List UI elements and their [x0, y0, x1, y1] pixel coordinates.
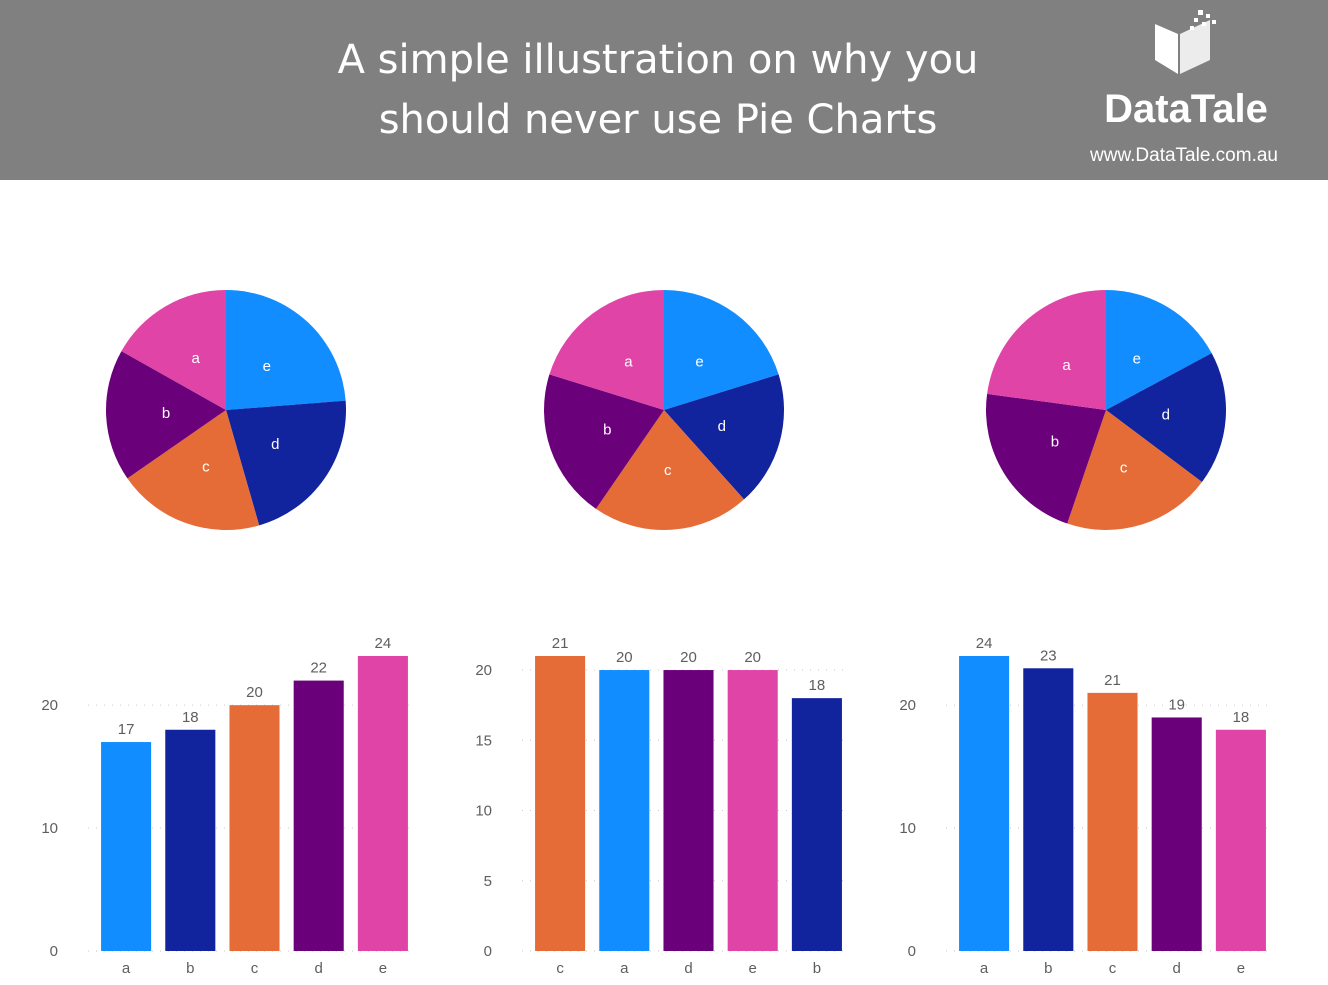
- bar-data-label: 24: [976, 635, 993, 652]
- pie-slice-label: d: [1162, 406, 1170, 423]
- pie-slice-label: e: [263, 358, 271, 375]
- x-tick-label: e: [1237, 960, 1245, 977]
- bar-data-label: 24: [375, 635, 392, 652]
- bar-b: [1023, 668, 1074, 951]
- y-tick-label: 20: [475, 662, 492, 679]
- y-tick-label: 0: [908, 943, 916, 960]
- x-tick-label: c: [556, 960, 564, 977]
- pie-slice-label: a: [1062, 357, 1071, 374]
- pie-slice-label: c: [202, 459, 210, 476]
- y-tick-label: 15: [475, 732, 492, 749]
- bar-data-label: 18: [182, 709, 199, 726]
- pie-slice-e: [664, 290, 779, 410]
- datatale-logo-icon: [1155, 10, 1216, 74]
- x-tick-label: d: [315, 960, 323, 977]
- x-tick-label: b: [186, 960, 194, 977]
- pie-slice-label: c: [1120, 459, 1128, 476]
- pie-chart-1: e d c b a: [105, 290, 346, 530]
- bar-data-label: 23: [1040, 647, 1057, 664]
- bar-c: [1087, 692, 1138, 951]
- y-tick-label: 10: [41, 820, 58, 837]
- pie-slice-b: [544, 374, 664, 509]
- bar-chart-1: 0 10 20 17 a 18 b 20 c 22 d 24 e: [41, 635, 415, 977]
- bar-data-label: 20: [616, 649, 633, 666]
- bar-b: [165, 729, 216, 951]
- pie-slice-label: b: [162, 405, 170, 422]
- page-title: A simple illustration on why you should …: [337, 37, 979, 143]
- bar-data-label: 20: [680, 649, 697, 666]
- bar-data-label: 17: [118, 721, 135, 738]
- logo-text: DataTale: [1104, 87, 1268, 131]
- bar-c: [535, 656, 586, 951]
- pie-slice-label: e: [1133, 350, 1141, 367]
- bar-data-label: 19: [1168, 696, 1185, 713]
- pie-slice-label: b: [1051, 434, 1059, 451]
- bar-chart-2: 0 5 10 15 20 21 c 20 a 20 d 20 e 18 b: [475, 635, 849, 977]
- pie-slice-label: a: [624, 354, 633, 371]
- bar-data-label: 21: [552, 635, 569, 652]
- pie-slice-label: d: [271, 436, 279, 453]
- pie-chart-2: e d c b a: [544, 290, 784, 530]
- bar-e: [727, 670, 778, 951]
- pie-slice-c: [595, 410, 745, 530]
- bar-a: [959, 656, 1010, 951]
- x-tick-label: a: [980, 960, 989, 977]
- x-tick-label: a: [620, 960, 629, 977]
- x-tick-label: d: [1173, 960, 1181, 977]
- y-tick-label: 20: [899, 697, 916, 714]
- pie-slice-d: [664, 374, 784, 500]
- y-tick-label: 0: [484, 943, 492, 960]
- bar-e: [1215, 729, 1266, 951]
- pie-slice-label: c: [664, 462, 672, 479]
- bar-data-label: 20: [246, 684, 263, 701]
- x-tick-label: a: [122, 960, 131, 977]
- y-tick-label: 5: [484, 873, 492, 890]
- bar-a: [599, 670, 650, 951]
- pie-slice-a: [121, 290, 226, 410]
- pie-slice-c: [127, 410, 260, 530]
- bar-d: [293, 680, 344, 951]
- bar-d: [663, 670, 714, 951]
- y-tick-label: 10: [475, 803, 492, 820]
- x-tick-label: b: [813, 960, 821, 977]
- pie-slice-c: [1067, 410, 1203, 530]
- bar-chart-3: 0 10 20 24 a 23 b 21 c 19 d 18 e: [899, 635, 1273, 977]
- x-tick-label: c: [251, 960, 259, 977]
- pie-slice-e: [226, 290, 346, 410]
- bar-data-label: 21: [1104, 672, 1121, 689]
- x-tick-label: c: [1109, 960, 1117, 977]
- pie-slice-d: [226, 400, 346, 526]
- pie-slice-d: [1106, 353, 1226, 482]
- pie-slice-label: d: [718, 418, 726, 435]
- x-tick-label: e: [379, 960, 387, 977]
- bar-data-label: 22: [310, 660, 327, 677]
- pie-slice-a: [987, 290, 1106, 410]
- bar-data-label: 18: [809, 677, 826, 694]
- bar-data-label: 20: [744, 649, 761, 666]
- bar-a: [101, 742, 152, 951]
- x-tick-label: b: [1044, 960, 1052, 977]
- bar-d: [1151, 717, 1202, 951]
- pie-slice-e: [1106, 290, 1212, 410]
- pie-slice-label: a: [192, 350, 201, 367]
- bar-e: [357, 656, 408, 951]
- header-banner: A simple illustration on why you should …: [0, 0, 1328, 180]
- pie-slice-label: e: [695, 354, 703, 371]
- logo-url: www.DataTale.com.au: [1090, 145, 1278, 166]
- y-tick-label: 0: [50, 943, 58, 960]
- pie-slice-label: b: [603, 422, 611, 439]
- bar-b: [791, 698, 842, 951]
- x-tick-label: e: [749, 960, 757, 977]
- pie-chart-3: e d c b a: [986, 290, 1226, 530]
- y-tick-label: 10: [899, 820, 916, 837]
- pie-slice-b: [105, 351, 226, 479]
- pie-slice-b: [986, 393, 1106, 524]
- y-tick-label: 20: [41, 697, 58, 714]
- bar-data-label: 18: [1233, 709, 1250, 726]
- bar-c: [229, 705, 280, 951]
- pie-slice-a: [549, 290, 664, 410]
- x-tick-label: d: [684, 960, 692, 977]
